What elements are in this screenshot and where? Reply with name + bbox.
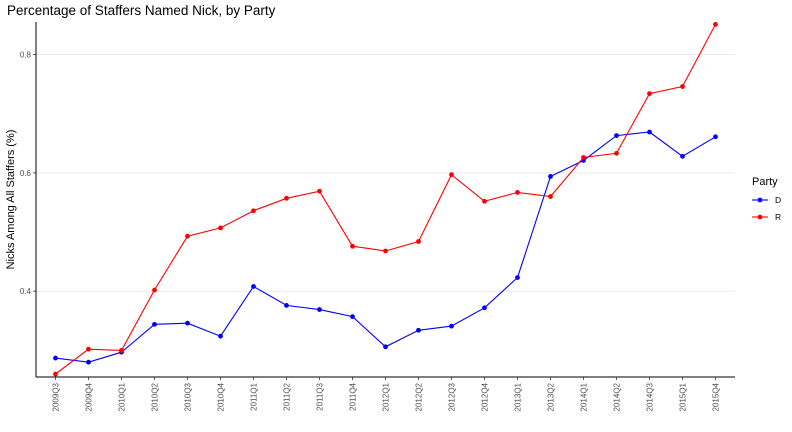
data-point-R: [185, 233, 190, 239]
legend-label-R: R: [775, 212, 781, 222]
data-point-R: [581, 155, 586, 160]
x-tick-label: 2013Q2: [547, 382, 556, 411]
data-point-R: [416, 239, 421, 244]
data-point-R: [284, 195, 289, 201]
series-line-R: [55, 24, 716, 375]
data-point-D: [251, 284, 256, 289]
data-point-D: [515, 275, 520, 280]
x-tick-label: 2012Q3: [448, 382, 457, 411]
data-point-R: [53, 371, 58, 377]
series-layer: [53, 21, 718, 377]
y-tick-label: 0.8: [20, 51, 32, 60]
data-point-R: [614, 150, 619, 156]
data-point-D: [680, 153, 685, 159]
data-point-R: [119, 347, 124, 353]
x-tick-label: 2015Q4: [712, 382, 721, 411]
legend-key-point-D: [757, 197, 763, 203]
x-tick-label: 2015Q1: [679, 382, 688, 411]
legend-label-D: D: [775, 195, 781, 205]
data-point-R: [383, 248, 388, 254]
data-point-R: [680, 84, 685, 89]
x-tick-label: 2012Q4: [481, 382, 490, 411]
x-tick-label: 2010Q4: [217, 382, 226, 411]
y-tick-label: 0.6: [20, 169, 32, 178]
x-tick-label: 2013Q1: [514, 382, 523, 411]
y-tick-label: 0.4: [20, 287, 32, 296]
x-tick-label: 2014Q1: [580, 382, 589, 411]
x-tick-label: 2012Q2: [415, 382, 424, 411]
data-point-D: [383, 344, 388, 350]
data-point-D: [482, 305, 487, 311]
x-tick-label: 2010Q2: [151, 382, 160, 411]
x-tick-label: 2011Q4: [349, 382, 358, 410]
y-axis-title: Nicks Among All Staffers (%): [5, 130, 17, 270]
data-point-D: [317, 307, 322, 312]
data-point-R: [647, 91, 652, 96]
x-tick-label: 2009Q4: [85, 382, 94, 411]
data-point-D: [185, 320, 190, 326]
data-point-D: [53, 355, 58, 361]
data-point-R: [482, 198, 487, 204]
data-point-D: [350, 314, 355, 320]
data-point-D: [284, 303, 289, 308]
data-point-R: [713, 21, 718, 27]
data-point-D: [548, 174, 553, 179]
data-point-R: [152, 287, 157, 293]
data-point-D: [86, 359, 91, 365]
data-point-D: [218, 333, 223, 339]
data-point-R: [317, 188, 322, 194]
data-point-D: [614, 133, 619, 139]
x-tick-label: 2011Q3: [316, 382, 325, 410]
data-point-R: [515, 190, 520, 195]
data-point-R: [449, 172, 454, 178]
data-point-R: [86, 346, 91, 352]
x-tick-label: 2010Q1: [118, 382, 127, 411]
axes: 0.4 0.6 0.8 2009Q3 2009Q4 2010Q1 2010Q2 2010Q3 2…: [5, 22, 735, 411]
x-tick-label: 2012Q1: [382, 382, 391, 411]
chart-title: Percentage of Staffers Named Nick, by Pa…: [7, 3, 276, 18]
data-point-D: [449, 323, 454, 329]
grid-lines: [36, 54, 735, 292]
data-point-D: [713, 134, 718, 140]
data-point-D: [647, 129, 652, 135]
data-point-R: [548, 194, 553, 199]
x-tick-label: 2014Q2: [613, 382, 622, 411]
series-line-D: [55, 131, 716, 363]
x-tick-label: 2010Q3: [184, 382, 193, 411]
x-tick-label: 2014Q3: [646, 382, 655, 411]
data-point-D: [416, 327, 421, 333]
legend-key-point-R: [757, 214, 763, 220]
data-point-R: [251, 208, 256, 214]
x-tick-label: 2011Q2: [283, 382, 292, 410]
data-point-R: [218, 225, 223, 231]
legend-title: Party: [752, 176, 778, 188]
data-point-R: [350, 243, 355, 249]
x-tick-label: 2009Q3: [52, 382, 61, 411]
legend: Party DR: [752, 176, 781, 222]
x-tick-label: 2011Q1: [250, 382, 259, 410]
data-point-D: [152, 321, 157, 327]
